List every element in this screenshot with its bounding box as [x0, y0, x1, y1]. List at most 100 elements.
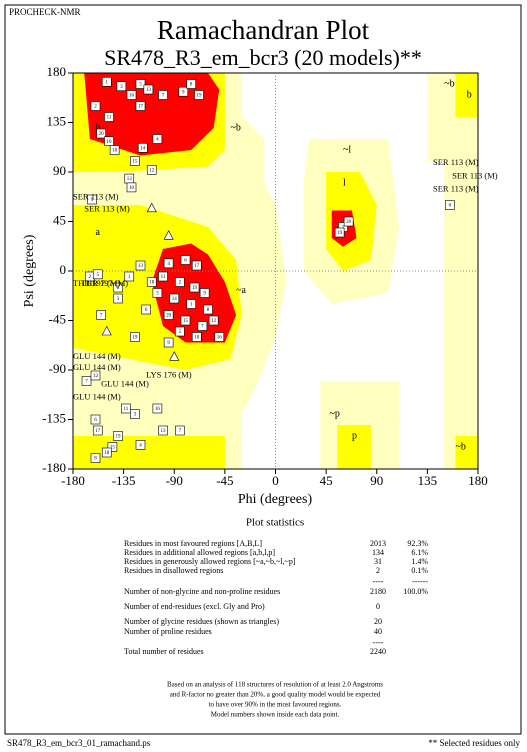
- residue-point: [90, 453, 101, 463]
- frame: [4, 4, 522, 735]
- y-tick-label: 180: [47, 64, 67, 79]
- annotation: LYS 176 (M): [146, 369, 192, 379]
- residue-point: [135, 260, 146, 271]
- stats-cell: Number of proline residues: [124, 627, 212, 636]
- stats-cell: Residues in generously allowed regions […: [124, 557, 296, 566]
- residue-point: [163, 258, 174, 269]
- residue-point: [135, 101, 146, 111]
- residue-point: [113, 282, 123, 293]
- residue-point: [113, 431, 123, 441]
- stats-cell: 20: [374, 617, 382, 626]
- point-label: 6: [449, 204, 452, 209]
- y-tick-label: -90: [49, 361, 66, 376]
- y-tick-label: -180: [42, 460, 66, 475]
- point-label: 11: [161, 275, 166, 280]
- stats-note: Based on an analysis of 118 structures o…: [167, 681, 383, 719]
- stats-cell: ------: [412, 577, 428, 586]
- region-label: ~p: [330, 408, 340, 419]
- residue-point: [96, 128, 106, 139]
- residue-point: [113, 293, 123, 304]
- region-allowed: [73, 436, 225, 469]
- region-label: ~b: [456, 441, 466, 452]
- point-label: 16: [217, 336, 223, 341]
- point-label: 9: [182, 90, 185, 95]
- point-label: 5: [139, 83, 142, 88]
- point-label: 14: [172, 297, 178, 302]
- stats-cell: ----: [373, 638, 384, 647]
- region-allowed: [455, 436, 478, 469]
- stats-cell: 134: [372, 548, 384, 557]
- residue-point: [163, 310, 174, 320]
- annotation: SER 113 (M): [452, 170, 498, 180]
- stats-cell: Residues in most favoured regions [A,B,L…: [124, 539, 262, 548]
- residue-point: [92, 269, 103, 280]
- stats-cell: 6.1%: [411, 548, 428, 557]
- point-label: 17: [194, 264, 200, 269]
- residue-point: [194, 90, 204, 100]
- residue-point: [334, 227, 345, 238]
- point-label: 18: [149, 281, 155, 286]
- residue-point: [152, 134, 163, 144]
- x-tick-label: -45: [216, 473, 233, 488]
- residue-point: [141, 304, 151, 315]
- point-label: 19: [116, 435, 122, 440]
- stats-cell: 2: [376, 566, 380, 575]
- point-label: 10: [107, 140, 113, 145]
- residue-point: [197, 321, 208, 331]
- region-allowed: [337, 425, 372, 469]
- point-label: 7: [179, 429, 182, 434]
- point-label: 9: [203, 292, 206, 297]
- residue-point: [104, 112, 114, 122]
- residue-point: [126, 90, 137, 100]
- point-label: 6: [184, 259, 187, 264]
- residue-point: [130, 409, 140, 419]
- point-label: 10: [129, 186, 135, 191]
- residue-point: [96, 310, 106, 320]
- stats-cell: 2240: [370, 647, 386, 656]
- stats-cell: ----: [373, 577, 384, 586]
- point-label: 3: [120, 85, 123, 90]
- y-tick-label: -135: [42, 410, 66, 425]
- footer-right: ** Selected residues only: [428, 738, 520, 748]
- point-label: 13: [127, 177, 133, 182]
- stats-cell: Residues in disallowed regions: [124, 566, 223, 575]
- region-label: ~b: [444, 78, 454, 89]
- point-label: 1: [190, 303, 193, 308]
- region-label: p: [352, 430, 357, 441]
- annotation: GLU 144 (M): [73, 351, 121, 361]
- residue-point: [186, 79, 196, 89]
- stats-cell: Number of end-residues (excl. Gly and Pr…: [124, 602, 265, 611]
- annotation: SER 113 (M): [433, 157, 479, 167]
- stats-cell: 2013: [370, 539, 386, 548]
- residue-point: [175, 326, 185, 337]
- point-label: 5: [97, 273, 100, 278]
- plot-area: -180 -135 -90 -45 0 45 90 135 180-180-135-90-450…: [42, 64, 498, 488]
- point-label: 7: [201, 325, 204, 330]
- x-tick-label: 180: [468, 473, 488, 488]
- point-label: 13: [138, 264, 144, 269]
- point-label: 1: [106, 80, 109, 85]
- point-label: 12: [211, 319, 217, 324]
- stats-table: Residues in most favoured regions [A,B,L…: [124, 539, 428, 656]
- residue-point: [214, 332, 225, 342]
- residue-point: [175, 277, 185, 287]
- region-label: b: [467, 89, 472, 100]
- y-tick-label: -45: [49, 311, 66, 326]
- residue-point: [189, 282, 200, 293]
- point-label: 19: [192, 286, 198, 291]
- point-label: 7: [100, 314, 103, 319]
- residue-point: [101, 77, 112, 87]
- residue-point: [130, 156, 140, 166]
- point-label: 20: [346, 220, 352, 225]
- residue-point: [180, 315, 191, 326]
- stats-cell: 0: [376, 602, 380, 611]
- point-label: 15: [183, 319, 189, 324]
- point-label: 2: [89, 275, 92, 280]
- header: PROCHECK-NMR: [9, 7, 81, 17]
- point-label: 9: [91, 198, 94, 203]
- residue-point: [146, 277, 157, 287]
- point-label: 8: [94, 457, 97, 462]
- annotation: THR 197 (M): [81, 278, 128, 288]
